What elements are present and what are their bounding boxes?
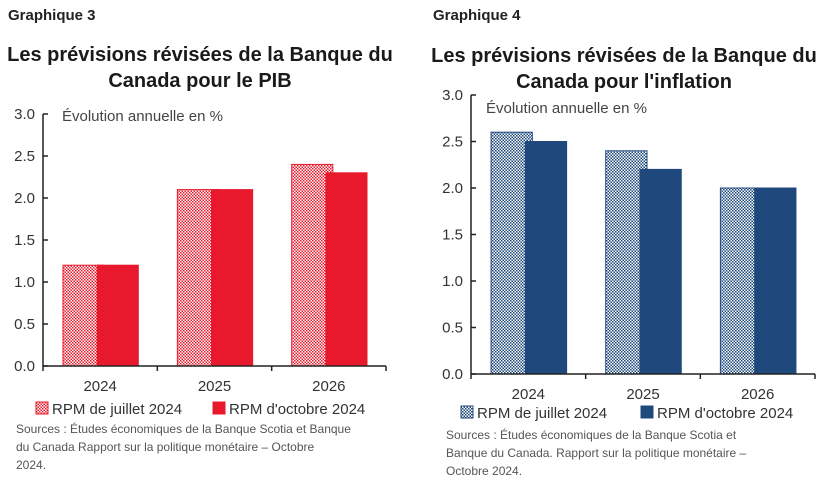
- chart3-title: Les prévisions révisées de la Banque du …: [0, 42, 400, 94]
- chart4-y-tick-label: 2.0: [442, 180, 463, 197]
- chart3-y-tick-label: 2.0: [14, 190, 35, 207]
- chart3-legend-label: RPM de juillet 2024: [52, 401, 182, 418]
- chart4-x-tick-label: 2025: [626, 386, 659, 403]
- chart4-title-line: Les prévisions révisées de la Banque du: [431, 45, 817, 67]
- chart4-x-tick-label: 2026: [741, 386, 774, 403]
- chart3-x-tick-label: 2025: [198, 378, 231, 395]
- chart3-source-line: Sources : Études économiques de la Banqu…: [16, 422, 351, 436]
- chart3-y-axis-label: Évolution annuelle en %: [62, 108, 223, 125]
- chart3-source-line: 2024.: [16, 458, 47, 472]
- chart4-y-tick-label: 1.5: [442, 227, 463, 244]
- chart3-bar-solid-2026: [325, 172, 368, 367]
- chart4-y-axis-label: Évolution annuelle en %: [486, 100, 647, 117]
- chart3-y-tick-label: 3.0: [14, 106, 35, 123]
- chart4-legend-swatch-solid: [640, 405, 654, 419]
- chart4-legend-swatch-hatched: [460, 405, 474, 419]
- chart3-legend-swatch-hatched: [35, 401, 49, 415]
- chart4-label: Graphique 4: [433, 7, 521, 24]
- chart4-x-tick-label: 2024: [512, 386, 545, 403]
- chart3-title-line: Canada pour le PIB: [108, 70, 292, 92]
- chart3-legend-label: RPM d'octobre 2024: [229, 401, 365, 418]
- chart4-y-tick-label: 0.5: [442, 320, 463, 337]
- chart3-y-tick-label: 1.5: [14, 232, 35, 249]
- chart3-source-line: du Canada Rapport sur la politique monét…: [16, 440, 315, 454]
- chart3-label: Graphique 3: [8, 7, 96, 24]
- chart4-source-line: Octobre 2024.: [446, 464, 523, 478]
- chart3-y-tick-label: 1.0: [14, 274, 35, 291]
- chart4-bar-solid-2024: [524, 141, 568, 375]
- chart4-source-line: Sources : Études économiques de la Banqu…: [446, 428, 737, 442]
- chart4-bar-solid-2026: [754, 187, 797, 375]
- chart3-bar-solid-2025: [211, 189, 254, 367]
- chart4-source: Sources : Études économiques de la Banqu…: [446, 426, 746, 480]
- chart4-title-line: Canada pour l'inflation: [516, 71, 732, 93]
- chart3-y-tick-label: 2.5: [14, 148, 35, 165]
- chart3-title-line: Les prévisions révisées de la Banque du: [7, 44, 393, 66]
- chart3-x-tick-label: 2026: [312, 378, 345, 395]
- chart3-source: Sources : Études économiques de la Banqu…: [16, 420, 351, 474]
- chart4-y-tick-label: 2.5: [442, 134, 463, 151]
- chart4-bar-solid-2025: [639, 168, 682, 375]
- chart3-legend-swatch-solid: [212, 401, 226, 415]
- chart3-y-tick-label: 0.0: [14, 358, 35, 375]
- chart4-legend-label: RPM de juillet 2024: [477, 405, 607, 422]
- chart4-title: Les prévisions révisées de la Banque du …: [420, 43, 828, 95]
- chart4-y-tick-label: 3.0: [442, 87, 463, 104]
- chart4-y-tick-label: 0.0: [442, 366, 463, 383]
- chart3-bar-solid-2024: [96, 264, 139, 367]
- chart3-x-tick-label: 2024: [83, 378, 116, 395]
- chart3-y-tick-label: 0.5: [14, 316, 35, 333]
- chart4-legend-label: RPM d'octobre 2024: [657, 405, 793, 422]
- chart4-y-tick-label: 1.0: [442, 273, 463, 290]
- chart4-source-line: Banque du Canada. Rapport sur la politiq…: [446, 446, 747, 460]
